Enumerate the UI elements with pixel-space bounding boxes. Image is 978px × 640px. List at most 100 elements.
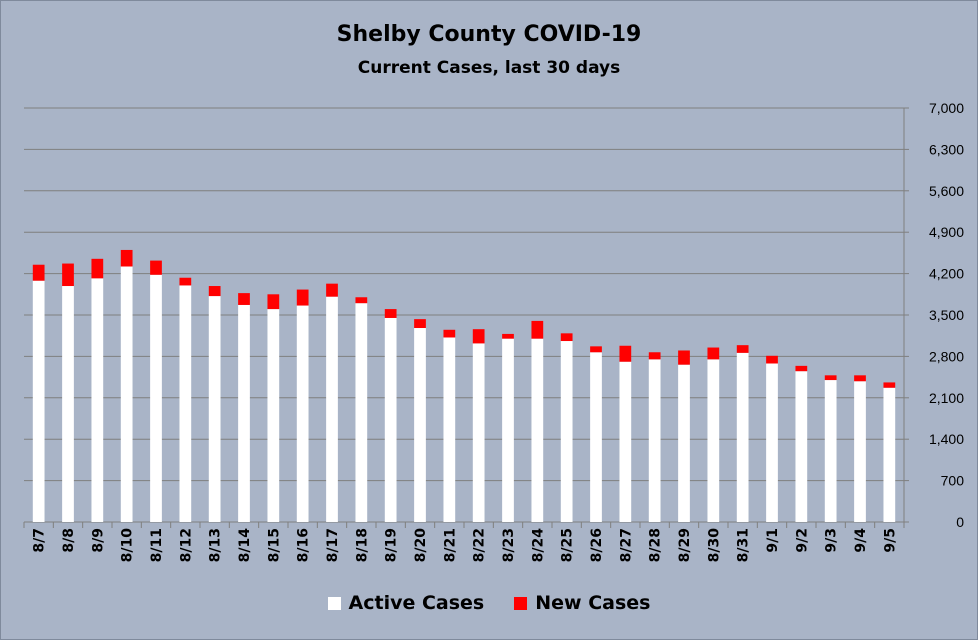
bar-new-cases <box>531 320 544 339</box>
bar-active-cases <box>443 337 456 522</box>
y-tick-label: 0 <box>956 514 964 530</box>
bar-active-cases <box>678 364 690 522</box>
bar-new-cases <box>854 375 866 382</box>
bar-active-cases <box>883 387 896 522</box>
x-tick-label: 8/21 <box>442 528 458 562</box>
bar-new-cases <box>150 260 162 275</box>
legend-label-new: New Cases <box>535 592 651 614</box>
bar-new-cases <box>648 352 661 360</box>
x-tick-label: 8/28 <box>648 528 664 562</box>
chart-legend: Active Cases New Cases <box>0 592 978 614</box>
bar-active-cases <box>502 338 514 522</box>
bar-new-cases <box>502 333 514 339</box>
bar-new-cases <box>267 294 280 310</box>
y-tick-label: 1,400 <box>929 431 964 447</box>
bar-active-cases <box>91 278 104 522</box>
bar-new-cases <box>795 365 808 372</box>
bar-new-cases <box>766 355 778 364</box>
bar-new-cases <box>707 347 720 360</box>
x-tick-label: 8/23 <box>501 528 517 562</box>
x-tick-label: 8/19 <box>384 528 400 562</box>
bar-active-cases <box>32 280 45 522</box>
bar-active-cases <box>120 266 133 522</box>
x-tick-label: 8/7 <box>32 528 48 553</box>
x-tick-label: 8/26 <box>589 528 605 562</box>
bar-active-cases <box>531 338 544 522</box>
x-tick-label: 8/31 <box>736 528 752 562</box>
y-tick-label: 7,000 <box>929 100 964 116</box>
bar-new-cases <box>590 346 602 353</box>
y-tick-label: 2,100 <box>929 390 964 406</box>
bar-new-cases <box>619 345 632 362</box>
bar-new-cases <box>62 263 74 287</box>
x-tick-label: 8/20 <box>413 528 429 563</box>
x-tick-label: 8/17 <box>325 528 341 562</box>
bar-active-cases <box>736 352 749 522</box>
bar-new-cases <box>472 329 485 344</box>
bar-new-cases <box>91 258 104 279</box>
x-tick-label: 9/4 <box>853 528 869 553</box>
bar-active-cases <box>179 285 192 522</box>
x-tick-label: 8/29 <box>677 528 693 562</box>
bar-active-cases <box>854 381 866 522</box>
bar-active-cases <box>150 274 162 522</box>
y-tick-label: 3,500 <box>929 307 964 323</box>
bar-active-cases <box>795 371 808 522</box>
x-tick-label: 8/11 <box>149 528 165 562</box>
bar-new-cases <box>296 289 309 306</box>
bar-new-cases <box>179 277 192 286</box>
x-tick-label: 8/16 <box>296 528 312 562</box>
bar-new-cases <box>560 333 573 342</box>
bar-new-cases <box>384 309 397 318</box>
legend-item-active: Active Cases <box>327 592 484 614</box>
bar-new-cases <box>883 382 896 388</box>
x-tick-label: 8/25 <box>560 528 576 562</box>
x-tick-label: 8/10 <box>120 528 136 563</box>
x-tick-label: 8/22 <box>472 528 488 562</box>
chart-title: Shelby County COVID-19 <box>336 22 642 47</box>
bar-new-cases <box>355 297 368 304</box>
legend-item-new: New Cases <box>514 592 650 614</box>
bar-active-cases <box>472 343 485 522</box>
y-tick-label: 2,800 <box>929 348 964 364</box>
bar-active-cases <box>326 296 338 522</box>
bar-active-cases <box>296 305 309 522</box>
bar-active-cases <box>384 317 397 522</box>
bar-active-cases <box>62 286 74 522</box>
x-tick-label: 9/5 <box>882 528 898 553</box>
bar-new-cases <box>414 319 426 329</box>
x-tick-label: 8/14 <box>237 528 253 563</box>
x-tick-label: 8/30 <box>706 528 722 563</box>
bar-new-cases <box>208 286 221 297</box>
bar-new-cases <box>443 329 456 338</box>
bar-active-cases <box>560 341 573 522</box>
bar-new-cases <box>120 249 133 267</box>
bar-new-cases <box>326 283 338 297</box>
x-tick-label: 8/12 <box>178 528 194 562</box>
bar-new-cases <box>238 293 250 305</box>
y-tick-label: 4,900 <box>929 224 964 240</box>
legend-swatch-new <box>514 596 528 610</box>
y-tick-label: 6,300 <box>929 141 964 157</box>
x-tick-label: 9/3 <box>824 528 840 553</box>
bar-active-cases <box>766 363 778 522</box>
bar-new-cases <box>736 345 749 353</box>
bar-active-cases <box>238 304 250 522</box>
bar-active-cases <box>824 380 837 522</box>
bar-active-cases <box>648 359 661 522</box>
bar-new-cases <box>678 350 690 365</box>
y-tick-label: 4,200 <box>929 266 964 282</box>
x-tick-label: 9/1 <box>765 528 781 553</box>
y-tick-label: 5,600 <box>929 183 964 199</box>
bar-new-cases <box>824 375 837 381</box>
bar-active-cases <box>619 361 632 522</box>
bar-active-cases <box>208 296 221 522</box>
x-tick-label: 8/15 <box>266 528 282 562</box>
bar-active-cases <box>414 328 426 522</box>
x-tick-label: 8/18 <box>354 528 370 562</box>
bar-active-cases <box>590 352 602 522</box>
x-tick-label: 8/8 <box>61 528 77 553</box>
y-tick-label: 700 <box>941 473 965 489</box>
